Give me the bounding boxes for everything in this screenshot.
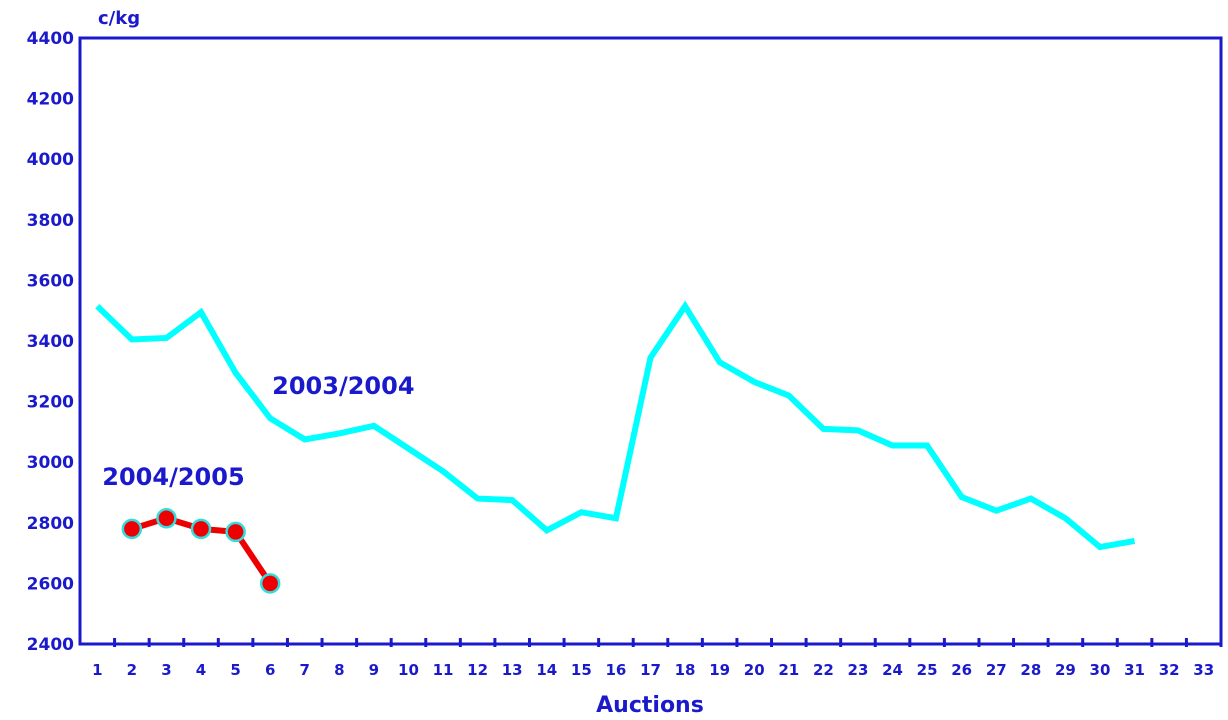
x-tick-label: 4: [196, 661, 206, 679]
y-tick-label: 3600: [27, 271, 74, 291]
series-label-0: 2003/2004: [272, 372, 414, 400]
x-tick-label: 28: [1020, 661, 1041, 679]
y-tick-label: 2400: [27, 635, 74, 655]
x-tick-label: 3: [161, 661, 171, 679]
y-tick-label: 3000: [27, 453, 74, 473]
x-tick-label: 22: [813, 661, 834, 679]
x-tick-label: 25: [917, 661, 938, 679]
series-layer: 2003/2004 2004/2005: [95, 300, 1136, 594]
series-line-0: [95, 300, 1136, 551]
x-tick-label: 12: [467, 661, 488, 679]
x-tick-label: 32: [1159, 661, 1180, 679]
x-tick-label: 19: [709, 661, 730, 679]
x-tick-label: 11: [433, 661, 454, 679]
plot-area-frame: [78, 36, 1223, 646]
x-tick-label: 30: [1090, 661, 1111, 679]
series-point: [259, 573, 281, 594]
x-axis-label: Auctions: [596, 693, 704, 718]
x-tick-label: 1: [92, 661, 102, 679]
x-tick-label: 17: [640, 661, 661, 679]
x-tick-label: 9: [369, 661, 379, 679]
x-tick-label: 13: [502, 661, 523, 679]
y-tick-label: 2800: [27, 514, 74, 534]
y-axis-label: c/kg: [98, 8, 140, 29]
x-tick-label: 8: [334, 661, 344, 679]
x-tick-label: 27: [986, 661, 1007, 679]
x-tick-label: 20: [744, 661, 765, 679]
x-tick-label: 10: [398, 661, 419, 679]
y-tick-label: 4200: [27, 90, 74, 110]
y-tick-label: 4000: [27, 150, 74, 170]
x-tick-label: 31: [1124, 661, 1145, 679]
y-tick-label: 3200: [27, 393, 74, 413]
x-tick-label: 26: [951, 661, 972, 679]
y-tick-label: 2600: [27, 574, 74, 594]
x-tick-label: 5: [230, 661, 240, 679]
x-tick-label: 18: [675, 661, 696, 679]
series-point: [121, 518, 143, 540]
x-tick-label: 2: [127, 661, 137, 679]
series-label-1: 2004/2005: [102, 463, 244, 491]
x-tick-label: 14: [536, 661, 557, 679]
y-tick-label: 4400: [27, 29, 74, 49]
x-tick-label: 15: [571, 661, 592, 679]
x-tick-label: 33: [1193, 661, 1214, 679]
x-tick-label: 16: [605, 661, 626, 679]
x-tick-label: 24: [882, 661, 903, 679]
y-axis-ticks: 2400 2600 2800 3000 3200 3400 3600 3800 4000 4200…: [27, 29, 74, 655]
x-tick-label: 7: [300, 661, 310, 679]
x-tick-label: 23: [848, 661, 869, 679]
y-tick-label: 3400: [27, 332, 74, 352]
x-tick-label: 6: [265, 661, 275, 679]
series-point: [190, 518, 212, 540]
x-tick-label: 29: [1055, 661, 1076, 679]
y-tick-label: 3800: [27, 211, 74, 231]
series-point: [156, 508, 177, 529]
x-tick-label: 21: [778, 661, 799, 679]
series-point: [225, 521, 246, 543]
